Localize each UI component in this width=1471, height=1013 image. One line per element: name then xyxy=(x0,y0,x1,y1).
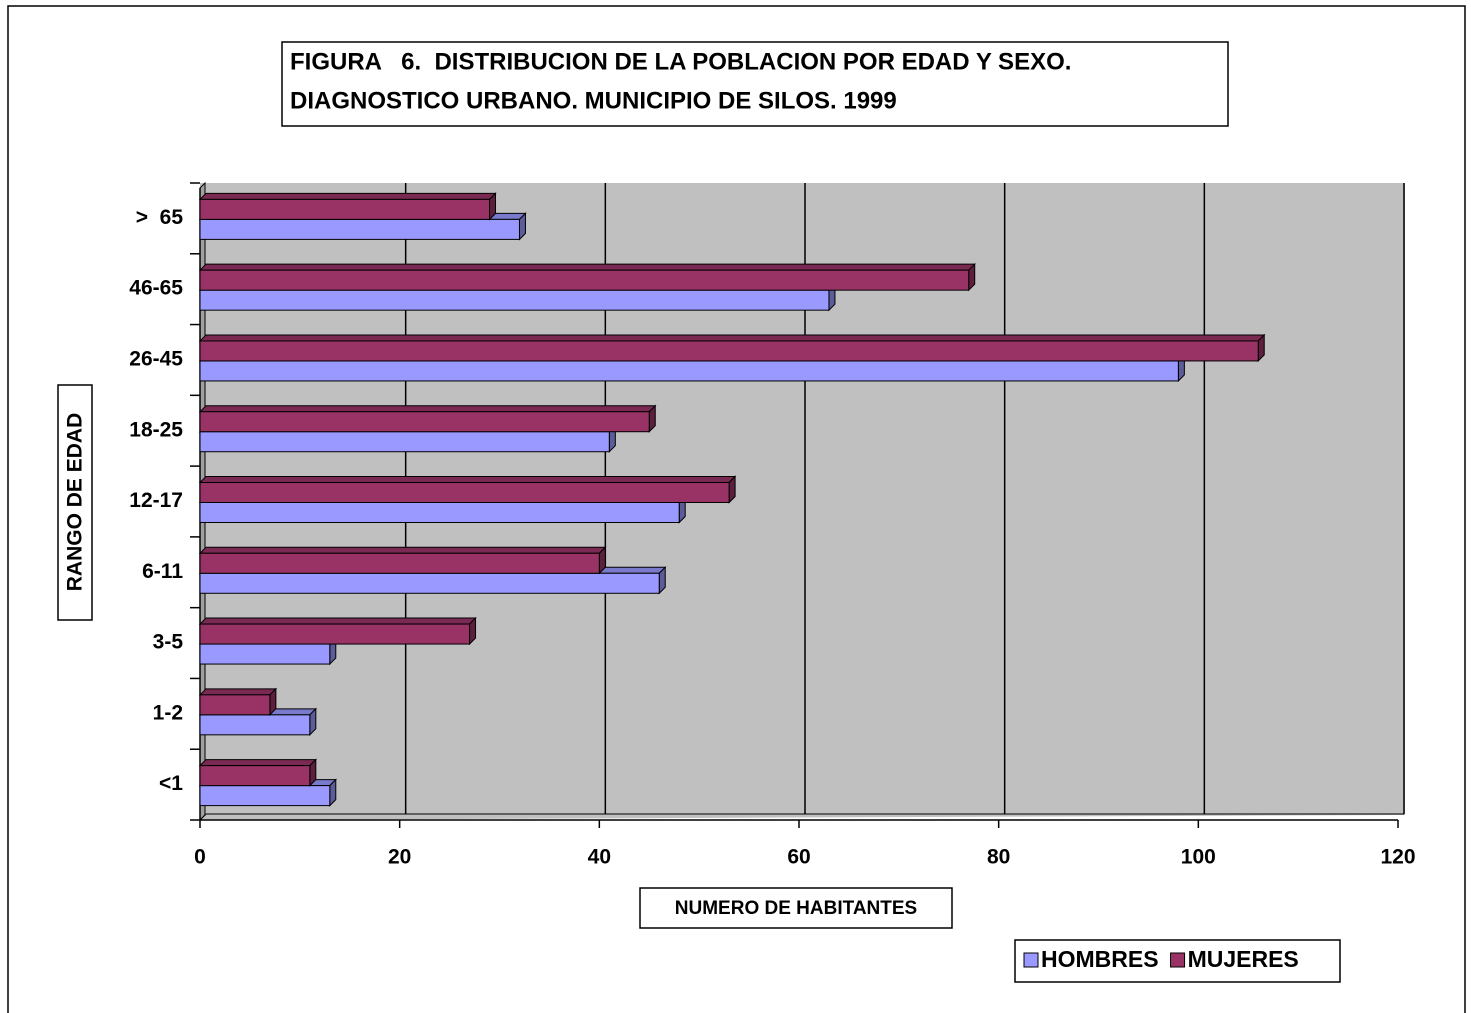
y-label-box xyxy=(57,384,93,621)
bar-top xyxy=(198,476,737,483)
bar xyxy=(199,694,271,716)
legend-label: MUJERES xyxy=(1188,946,1299,972)
x-tick-label: 40 xyxy=(588,846,611,869)
x-tick-label: 0 xyxy=(194,846,206,869)
bar xyxy=(199,360,1179,382)
bar xyxy=(199,269,970,291)
bar xyxy=(199,552,600,574)
bar xyxy=(199,289,830,311)
x-tick-label: 100 xyxy=(1181,846,1216,869)
chart-title: DIAGNOSTICO URBANO. MUNICIPIO DE SILOS. … xyxy=(290,87,897,114)
bar-top xyxy=(198,688,278,696)
bar-top xyxy=(198,617,477,625)
bar-top xyxy=(198,334,1266,342)
y-tick-label: 18-25 xyxy=(129,418,183,441)
bar xyxy=(199,198,491,220)
bar xyxy=(199,502,680,523)
floor-edge xyxy=(199,813,207,821)
y-tick-label: <1 xyxy=(159,772,183,795)
bar xyxy=(199,765,311,787)
y-tick-label: 46-65 xyxy=(129,277,183,300)
bar-top xyxy=(198,192,497,200)
legend-swatch xyxy=(1170,952,1186,968)
x-axis-label: NUMERO DE HABITANTES xyxy=(675,898,917,919)
legend-swatch xyxy=(1023,952,1039,968)
bar-top xyxy=(198,405,657,413)
chart-title: FIGURA 6. DISTRIBUCION DE LA POBLACION P… xyxy=(290,48,1071,75)
x-label-box xyxy=(639,887,953,929)
y-tick-label: > 65 xyxy=(136,206,184,229)
bar xyxy=(199,714,311,736)
x-tick-label: 20 xyxy=(388,846,411,869)
y-axis-label: RANGO DE EDAD xyxy=(64,413,87,592)
x-tick-label: 80 xyxy=(987,846,1010,869)
bar xyxy=(199,340,1259,362)
bar xyxy=(199,431,610,453)
bar xyxy=(199,785,331,807)
y-tick-label: 1-2 xyxy=(153,701,183,724)
bar-top xyxy=(198,759,318,767)
bar xyxy=(199,572,660,594)
y-tick-label: 3-5 xyxy=(153,631,184,654)
bar xyxy=(199,411,650,433)
bar xyxy=(199,643,331,665)
y-tick-label: 12-17 xyxy=(129,489,183,512)
legend-label: HOMBRES xyxy=(1041,946,1159,972)
bar-top xyxy=(198,546,607,554)
bar-top xyxy=(198,263,976,271)
x-tick-label: 60 xyxy=(787,846,810,869)
y-tick-label: 6-11 xyxy=(142,560,183,583)
x-tick-label: 120 xyxy=(1380,846,1415,869)
bar xyxy=(199,218,520,240)
bar xyxy=(199,623,471,645)
title-box xyxy=(281,41,1229,127)
bar xyxy=(199,482,730,503)
y-tick-label: 26-45 xyxy=(129,347,183,370)
